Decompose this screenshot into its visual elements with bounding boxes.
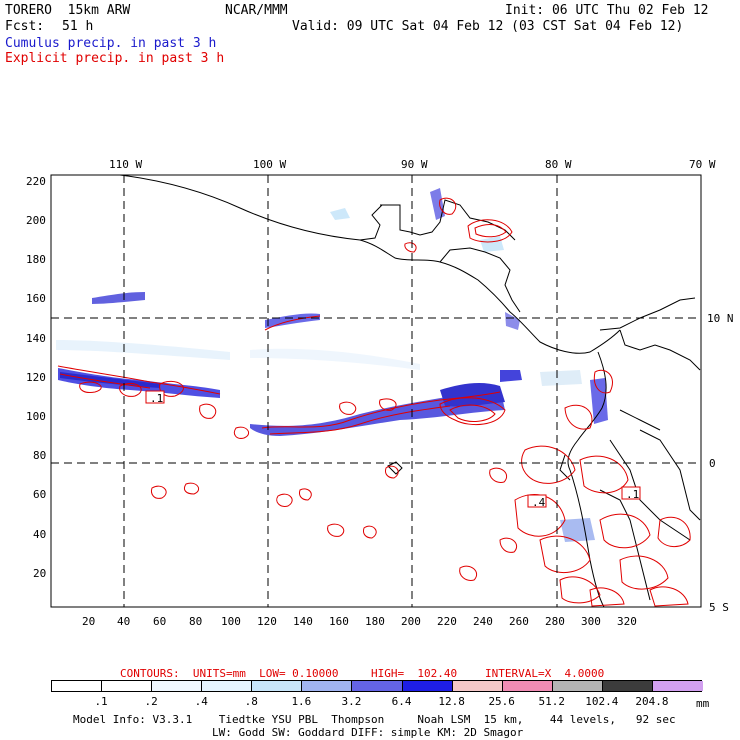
x-tick: 260 bbox=[509, 615, 529, 628]
color-legend bbox=[51, 680, 703, 692]
org-name: NCAR/MMM bbox=[225, 3, 288, 18]
legend-unit: mm bbox=[696, 697, 710, 710]
legend-cell bbox=[602, 681, 653, 691]
explicit-title: Explicit precip. in past 3 h bbox=[5, 51, 225, 66]
explicit-precip-contours bbox=[57, 197, 691, 607]
y-tick: 220 bbox=[26, 175, 46, 188]
legend-cell bbox=[652, 681, 703, 691]
lat-label: 0 bbox=[709, 457, 716, 470]
x-tick: 200 bbox=[401, 615, 421, 628]
legend-label: 6.4 bbox=[391, 695, 412, 708]
x-tick: 220 bbox=[437, 615, 457, 628]
contour-label: .4 bbox=[532, 496, 546, 509]
x-tick: 20 bbox=[82, 615, 96, 628]
legend-label: 12.8 bbox=[438, 695, 465, 708]
x-tick: 320 bbox=[617, 615, 637, 628]
x-tick: 140 bbox=[293, 615, 313, 628]
lon-label: 100 W bbox=[253, 158, 287, 171]
legend-label: 204.8 bbox=[635, 695, 669, 708]
model-info: Model Info: V3.3.1 Tiedtke YSU PBL Thomp… bbox=[73, 713, 676, 726]
y-tick: 80 bbox=[33, 449, 47, 462]
lat-label: 5 S bbox=[709, 601, 729, 614]
x-tick: 280 bbox=[545, 615, 565, 628]
legend-cell bbox=[302, 681, 353, 691]
legend-label: 3.2 bbox=[341, 695, 362, 708]
legend-label: 102.4 bbox=[585, 695, 619, 708]
legend-cell bbox=[452, 681, 503, 691]
init-time: Init: 06 UTC Thu 02 Feb 12 bbox=[505, 3, 709, 18]
legend-cell bbox=[352, 681, 403, 691]
y-tick: 180 bbox=[26, 253, 46, 266]
legend-cell bbox=[52, 681, 103, 691]
legend-label: 51.2 bbox=[538, 695, 566, 708]
x-tick: 80 bbox=[189, 615, 203, 628]
legend-cell bbox=[402, 681, 453, 691]
y-tick: 160 bbox=[26, 292, 46, 305]
lon-label: 80 W bbox=[545, 158, 572, 171]
lat-label: 10 N bbox=[707, 312, 734, 325]
lon-label: 110 W bbox=[109, 158, 143, 171]
legend-cell bbox=[102, 681, 153, 691]
cumulus-title: Cumulus precip. in past 3 h bbox=[5, 36, 217, 51]
legend-cell bbox=[552, 681, 603, 691]
contour-info: CONTOURS: UNITS=mm LOW= 0.10000 bbox=[120, 667, 339, 680]
contour-label-boxes bbox=[145, 390, 641, 508]
x-tick: 240 bbox=[473, 615, 493, 628]
y-tick: 100 bbox=[26, 410, 46, 423]
physics-info: LW: Godd SW: Goddard DIFF: simple KM: 2D… bbox=[212, 726, 524, 739]
y-tick: 200 bbox=[26, 214, 46, 227]
contour-label: .1 bbox=[626, 488, 640, 501]
lon-label: 90 W bbox=[401, 158, 428, 171]
contour-interval: INTERVAL=X 4.0000 bbox=[485, 667, 605, 680]
x-tick: 60 bbox=[153, 615, 167, 628]
y-tick: 140 bbox=[26, 332, 46, 345]
contour-high: HIGH= 102.40 bbox=[371, 667, 458, 680]
model-title: TORERO 15km ARW bbox=[5, 3, 131, 18]
lon-label: 70 W bbox=[689, 158, 716, 171]
y-tick: 120 bbox=[26, 371, 46, 384]
y-tick: 60 bbox=[33, 488, 47, 501]
legend-label: .8 bbox=[244, 695, 258, 708]
legend-label: .1 bbox=[94, 695, 108, 708]
x-tick: 300 bbox=[581, 615, 601, 628]
grid-lines bbox=[51, 175, 701, 607]
legend-cell bbox=[502, 681, 553, 691]
legend-label: .2 bbox=[144, 695, 158, 708]
legend-label: .4 bbox=[194, 695, 208, 708]
fcst-hours: 51 h bbox=[62, 19, 94, 34]
fcst-label: Fcst: bbox=[5, 19, 45, 34]
x-tick: 120 bbox=[257, 615, 277, 628]
legend-label: 1.6 bbox=[291, 695, 312, 708]
x-tick: 100 bbox=[221, 615, 241, 628]
legend-cell bbox=[152, 681, 203, 691]
valid-time: Valid: 09 UTC Sat 04 Feb 12 (03 CST Sat … bbox=[292, 19, 684, 34]
y-tick: 40 bbox=[33, 528, 47, 541]
coastlines bbox=[119, 174, 701, 608]
x-tick: 40 bbox=[117, 615, 131, 628]
legend-label: 25.6 bbox=[488, 695, 515, 708]
x-tick: 180 bbox=[365, 615, 385, 628]
legend-cell bbox=[252, 681, 303, 691]
contour-label: .1 bbox=[150, 392, 164, 405]
y-tick: 20 bbox=[33, 567, 47, 580]
x-tick: 160 bbox=[329, 615, 349, 628]
legend-cell bbox=[202, 681, 253, 691]
